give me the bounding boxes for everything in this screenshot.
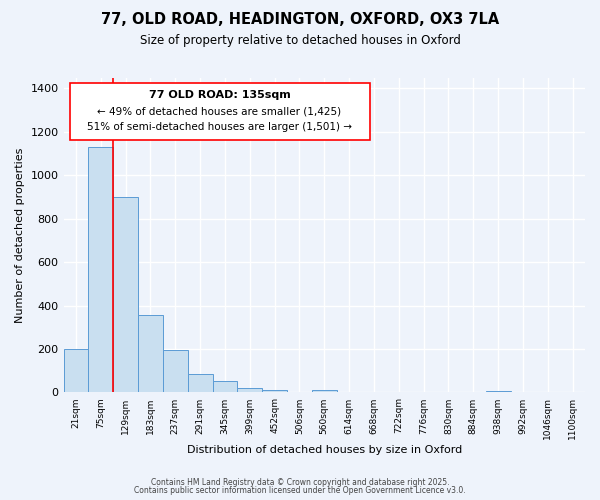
Bar bbox=[88, 147, 113, 392]
Bar bbox=[64, 349, 88, 393]
Text: 77, OLD ROAD, HEADINGTON, OXFORD, OX3 7LA: 77, OLD ROAD, HEADINGTON, OXFORD, OX3 7L… bbox=[101, 12, 499, 28]
Text: 77 OLD ROAD: 135sqm: 77 OLD ROAD: 135sqm bbox=[149, 90, 290, 100]
Y-axis label: Number of detached properties: Number of detached properties bbox=[15, 148, 25, 322]
Bar bbox=[188, 374, 212, 392]
Bar bbox=[113, 197, 138, 392]
Text: Contains HM Land Registry data © Crown copyright and database right 2025.: Contains HM Land Registry data © Crown c… bbox=[151, 478, 449, 487]
Text: ← 49% of detached houses are smaller (1,425): ← 49% of detached houses are smaller (1,… bbox=[97, 106, 341, 117]
Bar bbox=[262, 390, 287, 392]
X-axis label: Distribution of detached houses by size in Oxford: Distribution of detached houses by size … bbox=[187, 445, 462, 455]
Bar bbox=[238, 388, 262, 392]
Text: Contains public sector information licensed under the Open Government Licence v3: Contains public sector information licen… bbox=[134, 486, 466, 495]
Bar bbox=[138, 316, 163, 392]
Bar bbox=[312, 390, 337, 392]
Text: Size of property relative to detached houses in Oxford: Size of property relative to detached ho… bbox=[140, 34, 460, 47]
Bar bbox=[212, 380, 238, 392]
Bar bbox=[163, 350, 188, 393]
Text: 51% of semi-detached houses are larger (1,501) →: 51% of semi-detached houses are larger (… bbox=[87, 122, 352, 132]
